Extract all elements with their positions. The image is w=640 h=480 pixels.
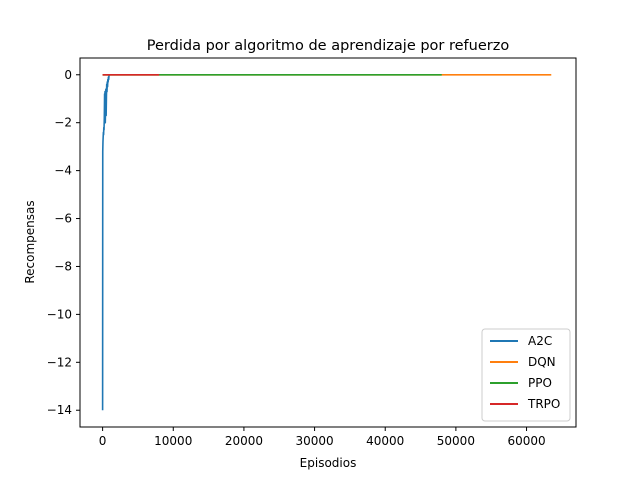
x-tick-label: 40000 [366, 434, 404, 448]
legend-frame [481, 328, 571, 422]
legend-label-dqn: DQN [528, 355, 556, 369]
legend-label-ppo: PPO [528, 376, 552, 390]
y-axis-title: Recompensas [23, 200, 37, 283]
series-line-a2c [101, 74, 111, 411]
x-tick-label: 10000 [154, 434, 192, 448]
x-tick-label: 60000 [507, 434, 545, 448]
y-tick-label: −12 [47, 355, 72, 369]
x-tick-label: 20000 [225, 434, 263, 448]
legend-label-a2c: A2C [528, 334, 552, 348]
plot-area-frame [79, 57, 577, 428]
y-tick-label: −8 [54, 259, 72, 273]
x-tick-label: 50000 [437, 434, 475, 448]
y-tick-label: 0 [64, 68, 72, 82]
y-tick-label: −2 [54, 116, 72, 130]
x-tick-label: 30000 [295, 434, 333, 448]
y-axis: 0 −2 −4 −6 −8 −10 −12 −14 [47, 68, 80, 417]
y-tick-label: −4 [54, 164, 72, 178]
y-tick-label: −10 [47, 307, 72, 321]
x-axis-title: Episodios [300, 456, 357, 470]
x-tick-label: 0 [99, 434, 107, 448]
legend-label-trpo: TRPO [527, 397, 560, 411]
x-axis: 0 10000 20000 30000 40000 50000 60000 [99, 427, 546, 448]
y-tick-label: −14 [47, 403, 72, 417]
legend: A2C DQN PPO TRPO [481, 328, 571, 422]
plot-lines [101, 73, 552, 411]
y-tick-label: −6 [54, 212, 72, 226]
chart-title: Perdida por algoritmo de aprendizaje por… [147, 38, 510, 54]
